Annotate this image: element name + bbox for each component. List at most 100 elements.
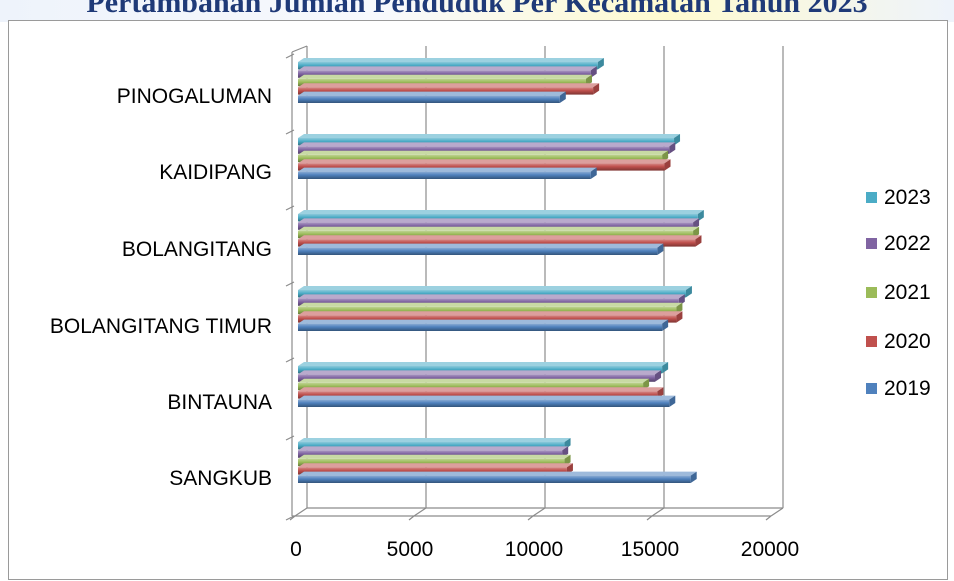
bar-end-face: [590, 66, 597, 78]
bar-top-face: [298, 395, 676, 400]
y-tick: [285, 281, 295, 287]
bar: [298, 362, 669, 374]
bar-top-face: [298, 438, 571, 442]
bar-end-face: [669, 395, 676, 407]
bar-front-face: [298, 458, 565, 467]
bar-end-face: [662, 319, 669, 331]
bar-front-face: [298, 450, 563, 458]
bar-front-face: [298, 222, 694, 230]
bar: [298, 311, 683, 323]
chart-title: Pertambahan Jumlah Penduduk Per Kecamata…: [86, 0, 868, 19]
bar-front-face: [298, 62, 598, 70]
bar-front-face: [298, 95, 560, 103]
bar: [298, 243, 664, 255]
bar-front-face: [298, 138, 675, 146]
title-band: [0, 0, 954, 22]
y-tick: [285, 435, 295, 441]
legend-label: 2022: [884, 232, 931, 255]
x-tick: [646, 515, 653, 521]
bar-front-face: [298, 290, 686, 298]
bar-top-face: [298, 362, 669, 366]
bar-top-face: [298, 134, 681, 138]
bar-layer: [298, 58, 704, 483]
bar: [298, 235, 702, 247]
bar-top-face: [298, 226, 700, 231]
x-tick-label: 20000: [741, 538, 799, 561]
bar-front-face: [298, 391, 658, 399]
bar: [298, 66, 597, 78]
bar-top-face: [298, 159, 671, 164]
bar: [298, 210, 704, 222]
x-tick-label: 15000: [621, 538, 679, 561]
bar-top-face: [298, 210, 704, 214]
bar-front-face: [298, 442, 565, 450]
bar-top-face: [298, 302, 683, 307]
bar: [298, 370, 661, 382]
legend-swatch: [866, 192, 877, 203]
floor-gridline: [413, 507, 427, 517]
bar-end-face: [655, 370, 661, 382]
bar: [298, 134, 681, 146]
bar: [298, 286, 692, 298]
category-label: PINOGALUMAN: [117, 85, 272, 108]
x-tick: [289, 515, 296, 521]
legend-item: 2019: [866, 377, 931, 400]
bar-front-face: [298, 315, 677, 323]
legend-item: 2021: [866, 281, 931, 304]
bar-front-face: [298, 146, 670, 154]
bar-front-face: [298, 171, 591, 179]
legend-label: 2021: [884, 281, 931, 304]
y-tick: [285, 205, 295, 211]
bar-front-face: [298, 475, 691, 483]
bar-top-face: [298, 150, 669, 155]
bar-top-face: [298, 142, 676, 147]
bar-front-face: [298, 78, 586, 87]
bar-top-face: [298, 463, 573, 468]
bar-top-face: [298, 387, 664, 392]
y-tick: [285, 53, 295, 59]
bar-top-face: [298, 243, 664, 248]
bar: [298, 395, 676, 407]
category-label: SANGKUB: [169, 467, 272, 490]
bar-top-face: [298, 319, 669, 324]
bar-front-face: [298, 70, 591, 78]
bar: [298, 83, 600, 95]
legend-label: 2023: [884, 186, 931, 209]
legend-item: 2023: [866, 186, 931, 209]
x-tick-label: 0: [290, 538, 302, 561]
bar-end-face: [695, 235, 702, 247]
bar-front-face: [298, 366, 663, 374]
bar-top-face: [298, 294, 685, 299]
bar: [298, 91, 566, 103]
bar-front-face: [298, 374, 655, 382]
legend-swatch: [866, 383, 877, 394]
legend-swatch: [866, 336, 877, 347]
category-label: BOLANGITANG: [122, 238, 272, 261]
y-tick: [285, 357, 295, 363]
bar-top-face: [298, 311, 683, 316]
bar-end-face: [690, 471, 697, 483]
bar-top-face: [298, 286, 692, 290]
bar-end-face: [664, 159, 671, 171]
bar: [298, 167, 597, 179]
bar-top-face: [298, 218, 700, 223]
legend-label: 2019: [884, 377, 931, 400]
axis-layer: [285, 45, 772, 521]
floor-gridline: [532, 507, 546, 517]
bar-top-face: [298, 446, 569, 451]
category-label: BINTAUNA: [167, 391, 272, 414]
left-wall-top: [291, 45, 308, 53]
bar: [298, 319, 669, 331]
bar-top-face: [298, 66, 597, 71]
y-tick: [285, 515, 295, 521]
bar-end-face: [685, 286, 692, 298]
bar-front-face: [298, 306, 677, 315]
y-tick: [285, 129, 295, 135]
bar-top-face: [298, 454, 571, 459]
category-label: BOLANGITANG TIMUR: [50, 315, 272, 338]
x-tick: [527, 515, 534, 521]
floor-gridline: [651, 507, 665, 517]
floor-gridline: [770, 507, 784, 517]
legend-label: 2020: [884, 330, 931, 353]
bar-end-face: [697, 210, 704, 222]
